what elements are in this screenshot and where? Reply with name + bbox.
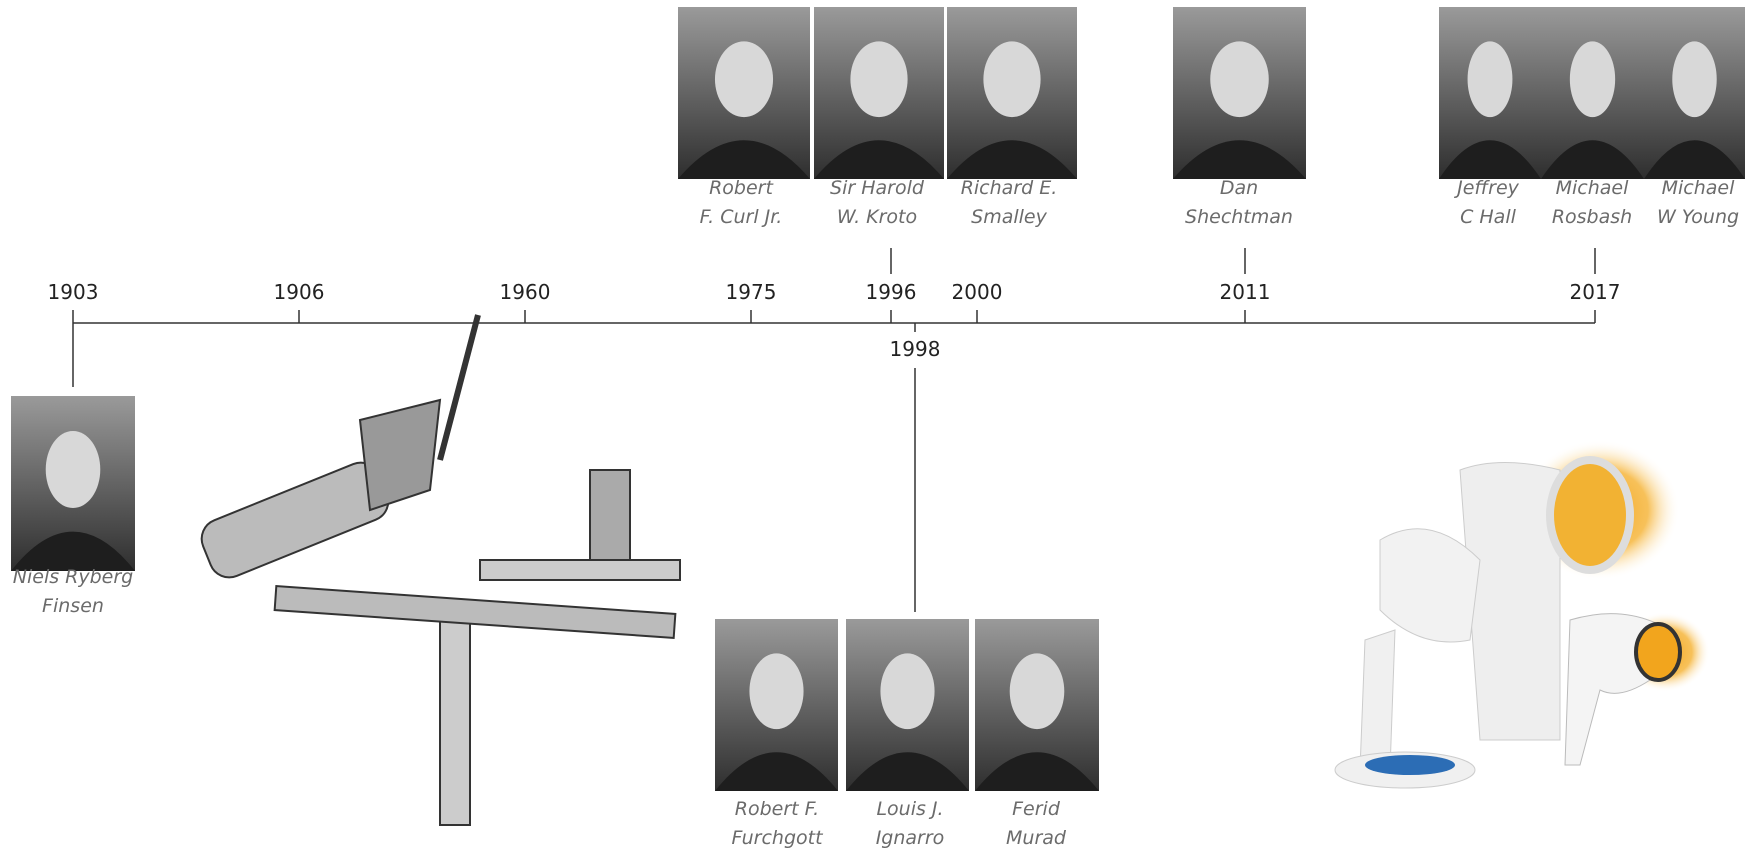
portrait-face	[749, 653, 803, 729]
portrait-face	[46, 431, 101, 508]
person-name: Jeffrey	[1453, 177, 1520, 199]
person-name: W. Kroto	[837, 206, 917, 228]
year-label: 1906	[274, 280, 325, 304]
person-name: Shechtman	[1185, 206, 1293, 228]
portrait-face	[850, 41, 907, 117]
person-name: Louis J.	[876, 798, 943, 820]
person-name: Robert F.	[735, 798, 819, 820]
portrait-face	[1010, 653, 1065, 729]
person-name: Michael	[1556, 177, 1629, 199]
year-label: 1975	[726, 280, 777, 304]
finsen-lamp-illustration	[196, 315, 680, 825]
portrait-face	[1468, 41, 1513, 117]
portrait-face	[983, 41, 1040, 117]
year-label: 2011	[1220, 280, 1271, 304]
person-name: Murad	[1006, 827, 1067, 849]
person-name: Michael	[1662, 177, 1735, 199]
phototherapy-device	[1335, 440, 1710, 788]
portrait-face	[715, 41, 773, 117]
person-name: W Young	[1657, 206, 1739, 228]
year-label: 1998	[890, 337, 941, 361]
person-name: Finsen	[42, 595, 104, 617]
portrait-face	[1570, 41, 1615, 117]
year-label: 2017	[1570, 280, 1621, 304]
person-name: Niels Ryberg	[13, 566, 133, 588]
year-label: 1960	[500, 280, 551, 304]
portrait-face	[880, 653, 934, 729]
person-name: Sir Harold	[830, 177, 925, 199]
person-name: Dan	[1220, 177, 1258, 199]
year-label: 1903	[48, 280, 99, 304]
person-name: Furchgott	[731, 827, 824, 849]
year-label: 2000	[952, 280, 1003, 304]
person-name: C Hall	[1460, 206, 1517, 228]
person-name: Ferid	[1012, 798, 1061, 820]
portrait-face	[1672, 41, 1716, 117]
person-name: Smalley	[971, 206, 1047, 228]
year-label: 1996	[866, 280, 917, 304]
person-name: Ignarro	[876, 827, 945, 849]
timeline-diagram: 1903 1906 1960 1975 1996 2000 2011 2017 1998 Niel…	[0, 0, 1745, 857]
person-name: Robert	[709, 177, 774, 199]
person-name: F. Curl Jr.	[700, 206, 783, 228]
portrait-face	[1210, 41, 1269, 117]
person-name: Richard E.	[961, 177, 1058, 199]
person-name: Rosbash	[1552, 206, 1632, 228]
